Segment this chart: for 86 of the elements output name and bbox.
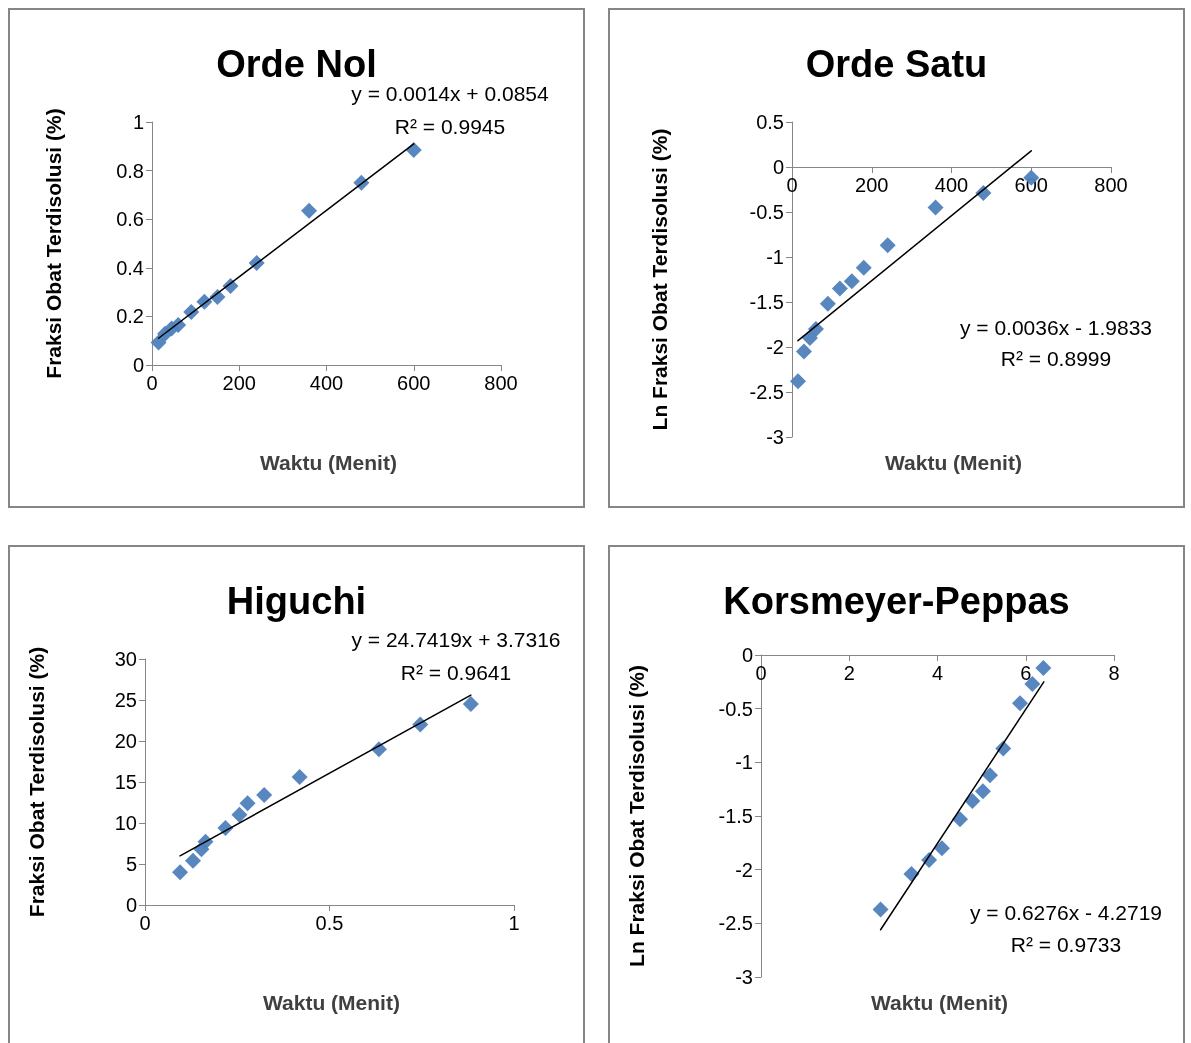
y-tick-label: -1 [766,246,784,268]
y-tick-label: 15 [114,771,137,793]
y-tick-label: 0.8 [116,159,144,182]
x-tick-label: 400 [309,372,344,394]
y-tick-label: -2.5 [718,912,753,935]
y-tick-label: -1 [735,751,753,774]
x-tick-label: 2 [843,662,855,684]
y-axis-title: Fraksi Obat Terdisolusi (%) [25,646,48,918]
y-tick-label: 5 [125,853,137,875]
chart-title: Higuchi [226,580,367,622]
x-tick-label: 0.5 [315,912,344,934]
x-tick-label: 6 [1020,662,1032,684]
annotation: y = 0.6276x - 4.2719 [969,900,1163,924]
point [462,696,479,713]
x-axis-title: Waktu (Menit) [260,450,397,474]
y-tick-label: -2.5 [749,381,784,403]
annotation: R² = 0.9733 [1010,932,1122,956]
x-tick-label: 0 [786,174,798,196]
x-tick-label: 400 [934,174,969,196]
x-tick-label: 600 [397,372,431,394]
y-axis-title: Ln Fraksi Obat Terdisolusi (%) [625,665,648,967]
point [843,273,860,290]
point [1035,659,1052,676]
x-tick-label: 0 [146,372,158,394]
y-tick-label: -2 [735,858,753,881]
x-tick-label: 1 [508,912,520,934]
x-axis-title: Waktu (Menit) [263,990,400,1014]
x-tick-label: 800 [484,372,518,394]
y-tick-label: -0.5 [718,697,753,720]
point [952,811,968,828]
point [1012,695,1029,712]
point [855,259,872,276]
annotation: y = 0.0036x - 1.9833 [959,315,1153,339]
point [872,901,889,918]
point [982,767,999,784]
point [879,237,896,254]
y-tick-label: 0.5 [756,111,784,133]
y-tick-label: 0.2 [116,305,144,328]
x-tick-label: 600 [1014,174,1048,196]
x-tick-label: 200 [855,174,889,196]
y-tick-label: -1.5 [749,291,784,313]
y-tick-label: 0 [741,644,753,666]
point [256,787,273,804]
x-tick-label: 800 [1094,174,1128,196]
y-tick-label: -1.5 [718,805,753,827]
point [819,295,836,312]
point [150,334,167,351]
y-tick-label: 0 [132,354,144,376]
point [291,769,308,786]
point [795,343,812,360]
y-axis-title: Ln Fraksi Obat Terdisolusi (%) [648,128,671,431]
point [789,373,806,390]
y-tick-label: -3 [735,966,753,988]
point [231,806,248,823]
y-tick-label: 25 [114,689,137,711]
point [831,280,848,297]
y-tick-label: 30 [114,648,137,670]
point [172,864,189,881]
x-tick-label: 4 [931,662,944,684]
point [184,852,201,869]
point [301,202,318,219]
y-tick-label: 1 [132,111,144,133]
x-tick-label: 200 [222,372,256,394]
y-tick-label: 10 [114,812,137,834]
point [933,840,950,857]
chart-title: Korsmeyer-Peppas [723,580,1070,622]
y-tick-label: 0.6 [116,208,144,231]
y-tick-label: 0 [125,894,137,916]
y-tick-label: -2 [766,336,784,358]
x-axis-title: Waktu (Menit) [885,450,1022,474]
y-tick-label: 0.4 [116,256,144,279]
annotation: R² = 0.9945 [394,114,506,138]
y-tick-label: 20 [114,730,137,752]
y-tick-label: 0 [772,156,784,178]
x-tick-label: 8 [1108,662,1120,684]
point [974,783,991,800]
text: y = 24.7419x + 3.7316 [351,627,561,651]
y-tick-label: -3 [766,426,784,448]
x-axis-title: Waktu (Menit) [871,990,1008,1014]
point [239,795,256,812]
annotation: R² = 0.8999 [1000,346,1112,370]
y-axis-title: Fraksi Obat Terdisolusi (%) [42,108,65,379]
point [927,199,944,216]
chart-title: Orde Satu [805,43,988,85]
y-tick-label: -0.5 [749,201,784,223]
annotation: R² = 0.9641 [400,660,512,684]
